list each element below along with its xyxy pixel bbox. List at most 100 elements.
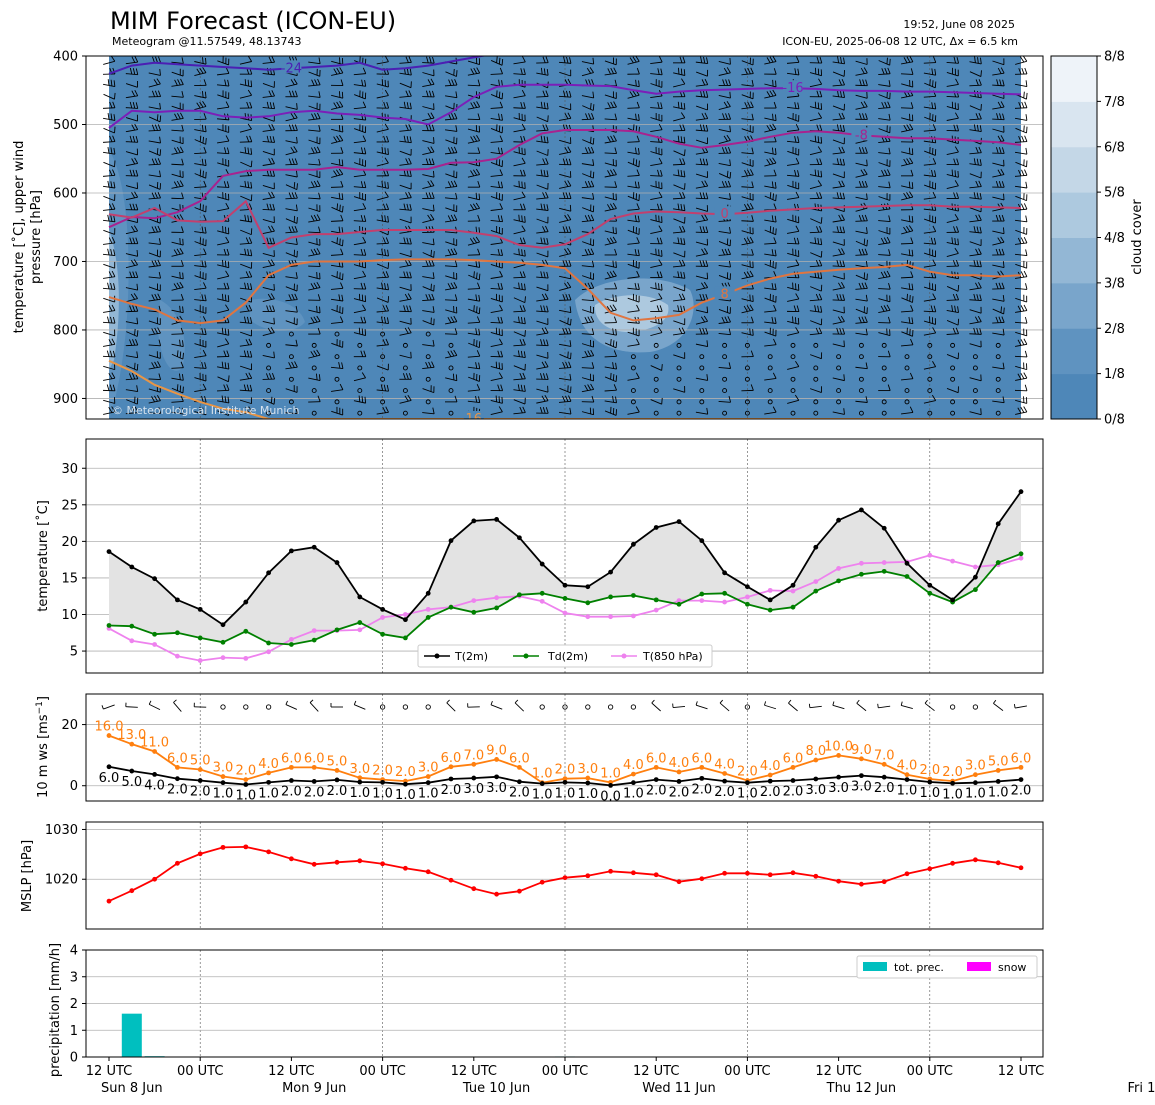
wind-barb-shaft — [923, 163, 936, 166]
wind-barb-flag — [199, 101, 204, 108]
wind-barb-flag — [406, 102, 409, 109]
calm-wind-circle — [676, 410, 682, 416]
wind-barb-shaft — [604, 400, 617, 404]
wind-barb-flag — [911, 215, 914, 223]
gust-data-label: 9.0 — [851, 743, 872, 758]
calm-wind-circle — [266, 410, 272, 416]
wind-barb-flag — [727, 316, 731, 323]
wind-barb-flag — [565, 327, 569, 335]
wind-barb-shaft — [741, 84, 754, 87]
wind-barb-shaft — [467, 128, 480, 133]
wind-barb-flag — [956, 192, 960, 199]
wind-barb-shaft — [536, 252, 549, 258]
wind-barb-flag — [841, 180, 845, 187]
wind-barb-flag — [475, 362, 478, 369]
wind-barb-shaft — [216, 186, 230, 188]
wind-barb-shaft — [171, 275, 184, 280]
wind-barb-flag — [680, 237, 683, 245]
wind-barb-flag — [431, 158, 435, 165]
gust-data-label: 13.0 — [117, 728, 146, 743]
wind-barb-shaft — [490, 309, 503, 313]
wind-barb-flag — [404, 327, 409, 334]
wind-barb-shaft — [353, 220, 366, 222]
wind-barb-flag — [866, 159, 868, 166]
wind-barb-shaft — [148, 388, 161, 393]
wind-barb-flag — [180, 327, 184, 335]
wind-barb-shaft — [627, 185, 640, 189]
wind-barb-shaft — [285, 208, 298, 212]
wind-barb-flag — [775, 194, 777, 201]
wind-barb-flag — [316, 214, 321, 221]
wind-barb-flag — [387, 182, 389, 189]
wind-barb-shaft — [923, 298, 936, 302]
wind-barb-shaft — [262, 252, 275, 257]
wind-barb-flag — [475, 294, 478, 301]
wind-barb-flag — [955, 293, 960, 301]
wind-barb-flag — [204, 328, 207, 335]
wind-barb-flag — [246, 101, 250, 109]
wind-barb-flag — [223, 282, 227, 290]
wind-barb-shaft — [786, 129, 800, 132]
isotherm-line — [108, 199, 1022, 250]
wind-barb-flag — [341, 227, 344, 234]
calm-wind-circle — [927, 376, 933, 382]
wind-barb-shaft — [125, 117, 138, 122]
wind-barb-flag — [860, 101, 865, 108]
legend-marker-t850 — [621, 653, 627, 659]
wind-barb-shaft — [923, 366, 936, 370]
wind-barb-flag — [362, 236, 367, 243]
wind-barb-flag — [565, 395, 569, 402]
wind-barb-flag — [522, 372, 526, 379]
temp-point — [973, 574, 978, 580]
wind-barb-shaft — [969, 343, 982, 348]
wind-barb-flag — [1023, 372, 1028, 379]
wind-barb-flag — [979, 159, 982, 166]
temp-point — [152, 576, 158, 582]
wind-barb-shaft — [581, 197, 594, 200]
wind-barb-flag — [590, 136, 592, 144]
wind-barb-flag — [607, 204, 611, 210]
wind-barb-flag — [521, 215, 523, 222]
wind-barb-flag — [318, 91, 321, 98]
wind-barb-flag — [134, 362, 136, 370]
wind-barb-flag — [296, 183, 298, 190]
sfc-barb-flag — [514, 699, 519, 704]
temp-point — [220, 639, 226, 645]
wind-barb-flag — [998, 147, 1002, 154]
wind-barb-shaft — [650, 230, 663, 235]
wind-barb-flag — [660, 283, 663, 291]
wind-barb-flag — [450, 282, 455, 289]
calm-wind-circle — [425, 354, 431, 360]
wind-barb-shaft — [103, 343, 115, 347]
wind-barb-flag — [592, 91, 595, 98]
wind-barb-shaft — [741, 264, 754, 269]
wind-barb-flag — [204, 159, 207, 166]
calm-wind-circle — [813, 399, 819, 405]
wind-barb-flag — [816, 124, 820, 131]
wind-barb-shaft — [673, 150, 685, 157]
wind-barb-flag — [818, 78, 823, 85]
wind-barb-flag — [683, 170, 686, 177]
wind-barb-flag — [432, 56, 435, 64]
wind-barb-flag — [151, 192, 156, 199]
wind-barb-shaft — [581, 163, 594, 166]
wind-barb-shaft — [422, 72, 435, 77]
wind-barb-flag — [614, 248, 618, 256]
wind-barb-shaft — [240, 161, 252, 168]
wind-barb-shaft — [331, 196, 343, 201]
wind-barb-shaft — [923, 276, 936, 279]
mslp-point — [722, 870, 727, 876]
calm-wind-circle — [288, 354, 294, 360]
wind-barb-shaft — [581, 377, 594, 382]
wind-barb-flag — [772, 227, 774, 234]
wind-barb-shaft — [559, 377, 571, 381]
wind-barb-flag — [293, 182, 296, 189]
wind-barb-shaft — [855, 400, 868, 403]
wind-barb-flag — [658, 259, 663, 266]
wind-barb-flag — [524, 216, 526, 223]
wind-barb-shaft — [923, 286, 936, 292]
gust-data-label: 8.0 — [805, 744, 826, 759]
calm-wind-circle — [266, 342, 272, 348]
wind-barb-flag — [660, 317, 663, 325]
wind-barb-flag — [201, 328, 204, 335]
